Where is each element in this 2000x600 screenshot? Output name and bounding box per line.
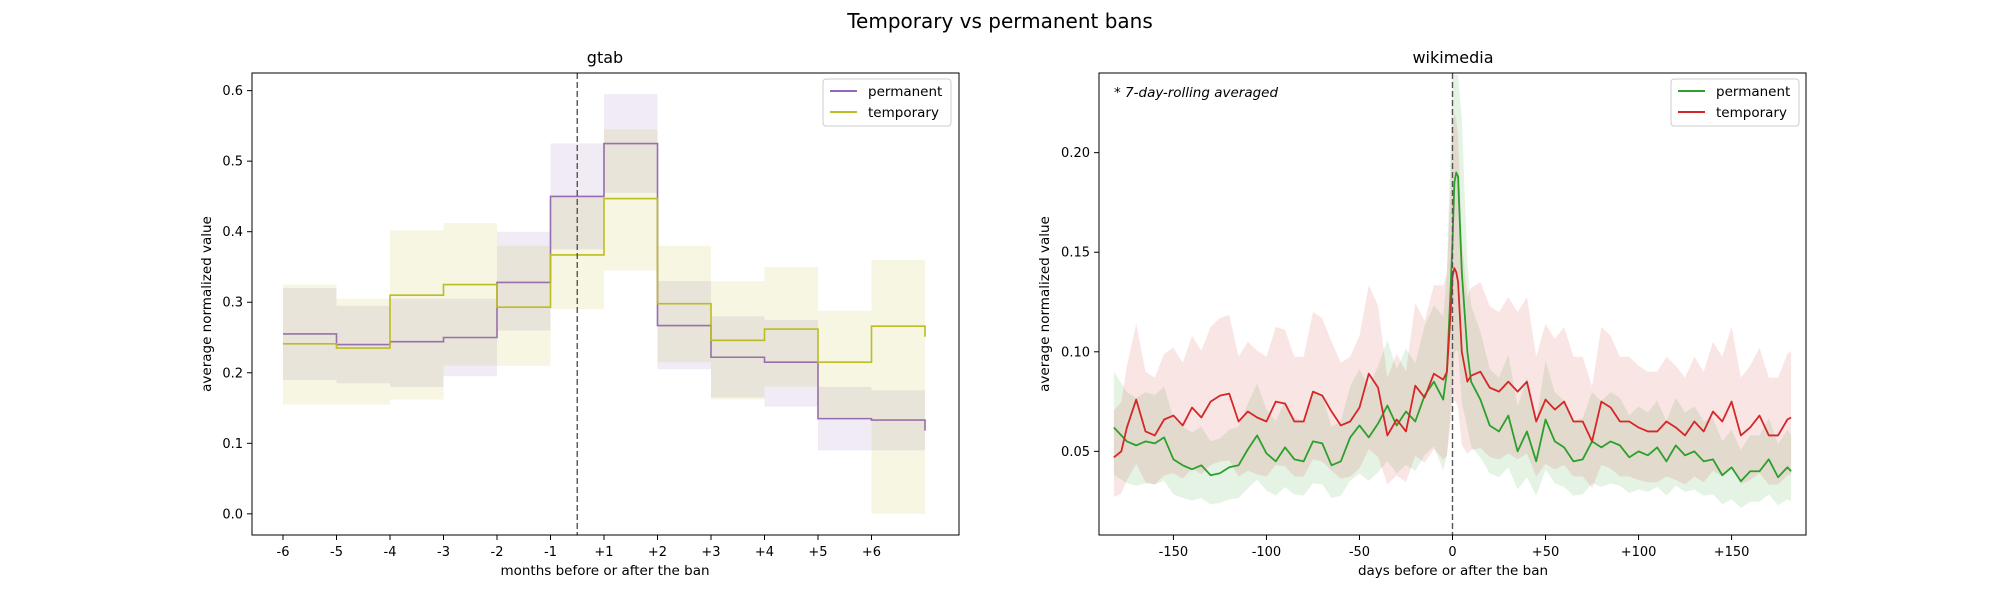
wikimedia-y-tick-label: 0.10 [1061, 345, 1090, 360]
wikimedia-x-tick-label: -50 [1349, 545, 1370, 560]
gtab-x-tick-label: +4 [755, 545, 774, 560]
gtab-y-tick-label: 0.4 [222, 225, 243, 240]
gtab-x-tick-label: -4 [384, 545, 397, 560]
gtab-x-tick-label: -1 [544, 545, 557, 560]
gtab-y-tick-label: 0.6 [222, 84, 243, 99]
figure-title: Temporary vs permanent bans [846, 9, 1153, 33]
gtab-x-tick-label: -2 [491, 545, 504, 560]
gtab-legend: permanent temporary [822, 78, 952, 127]
wikimedia-legend: permanent temporary [1670, 78, 1800, 127]
gtab-panel: gtab -6 -5 -4 -3 -2 -1 +1 +2 +3 +4 +5 +6 0.0 0.1 0.2 0.… [199, 48, 960, 579]
wikimedia-legend-permanent-label: permanent [1716, 84, 1790, 100]
gtab-x-tick-label: +3 [701, 545, 720, 560]
gtab-x-tick-label: +6 [862, 545, 881, 560]
gtab-y-tick-label: 0.1 [222, 437, 243, 452]
wikimedia-x-tick-label: -100 [1252, 545, 1282, 560]
gtab-plot-frame [251, 72, 960, 536]
gtab-y-tick-label: 0.2 [222, 366, 243, 381]
wikimedia-panel: wikimedia -150 -100 -50 0 +50 +100 +150 0.05 0.1… [1037, 48, 1807, 579]
gtab-y-tick-label: 0.3 [222, 296, 243, 311]
wikimedia-y-tick-label: 0.05 [1061, 445, 1090, 460]
gtab-y-axis-label: average normalized value [199, 216, 215, 392]
wikimedia-title: wikimedia [1412, 48, 1493, 67]
wikimedia-x-axis-label: days before or after the ban [1358, 563, 1548, 579]
gtab-x-tick-label: -5 [330, 545, 343, 560]
wikimedia-annotation: * 7-day-rolling averaged [1114, 85, 1278, 101]
wikimedia-temporary-band [1113, 112, 1792, 498]
wikimedia-y-axis-label: average normalized value [1037, 216, 1053, 392]
wikimedia-x-tick-label: -150 [1159, 545, 1189, 560]
wikimedia-temporary-line [1113, 267, 1792, 459]
wikimedia-permanent-line [1113, 171, 1792, 483]
wikimedia-plot-frame [1098, 72, 1807, 536]
gtab-x-axis-label: months before or after the ban [500, 563, 709, 579]
gtab-x-tick-label: -3 [437, 545, 450, 560]
wikimedia-y-tick-label: 0.20 [1061, 146, 1090, 161]
gtab-x-tick-label: -6 [277, 545, 290, 560]
gtab-legend-permanent-label: permanent [868, 84, 942, 100]
gtab-title: gtab [587, 48, 623, 67]
wikimedia-x-tick-label: +100 [1621, 545, 1657, 560]
gtab-legend-temporary-label: temporary [868, 105, 939, 121]
gtab-y-tick-label: 0.5 [222, 155, 243, 170]
gtab-y-tick-label: 0.0 [222, 507, 243, 522]
wikimedia-x-tick-label: 0 [1448, 545, 1456, 560]
wikimedia-legend-temporary-label: temporary [1716, 105, 1787, 121]
gtab-temporary-band [283, 129, 925, 514]
wikimedia-x-tick-label: +150 [1714, 545, 1750, 560]
wikimedia-x-tick-label: +50 [1532, 545, 1559, 560]
gtab-x-tick-label: +1 [594, 545, 613, 560]
gtab-x-tick-label: +5 [808, 545, 827, 560]
gtab-x-tick-label: +2 [648, 545, 667, 560]
wikimedia-y-tick-label: 0.15 [1061, 246, 1090, 261]
gtab-temporary-line [283, 197, 926, 363]
